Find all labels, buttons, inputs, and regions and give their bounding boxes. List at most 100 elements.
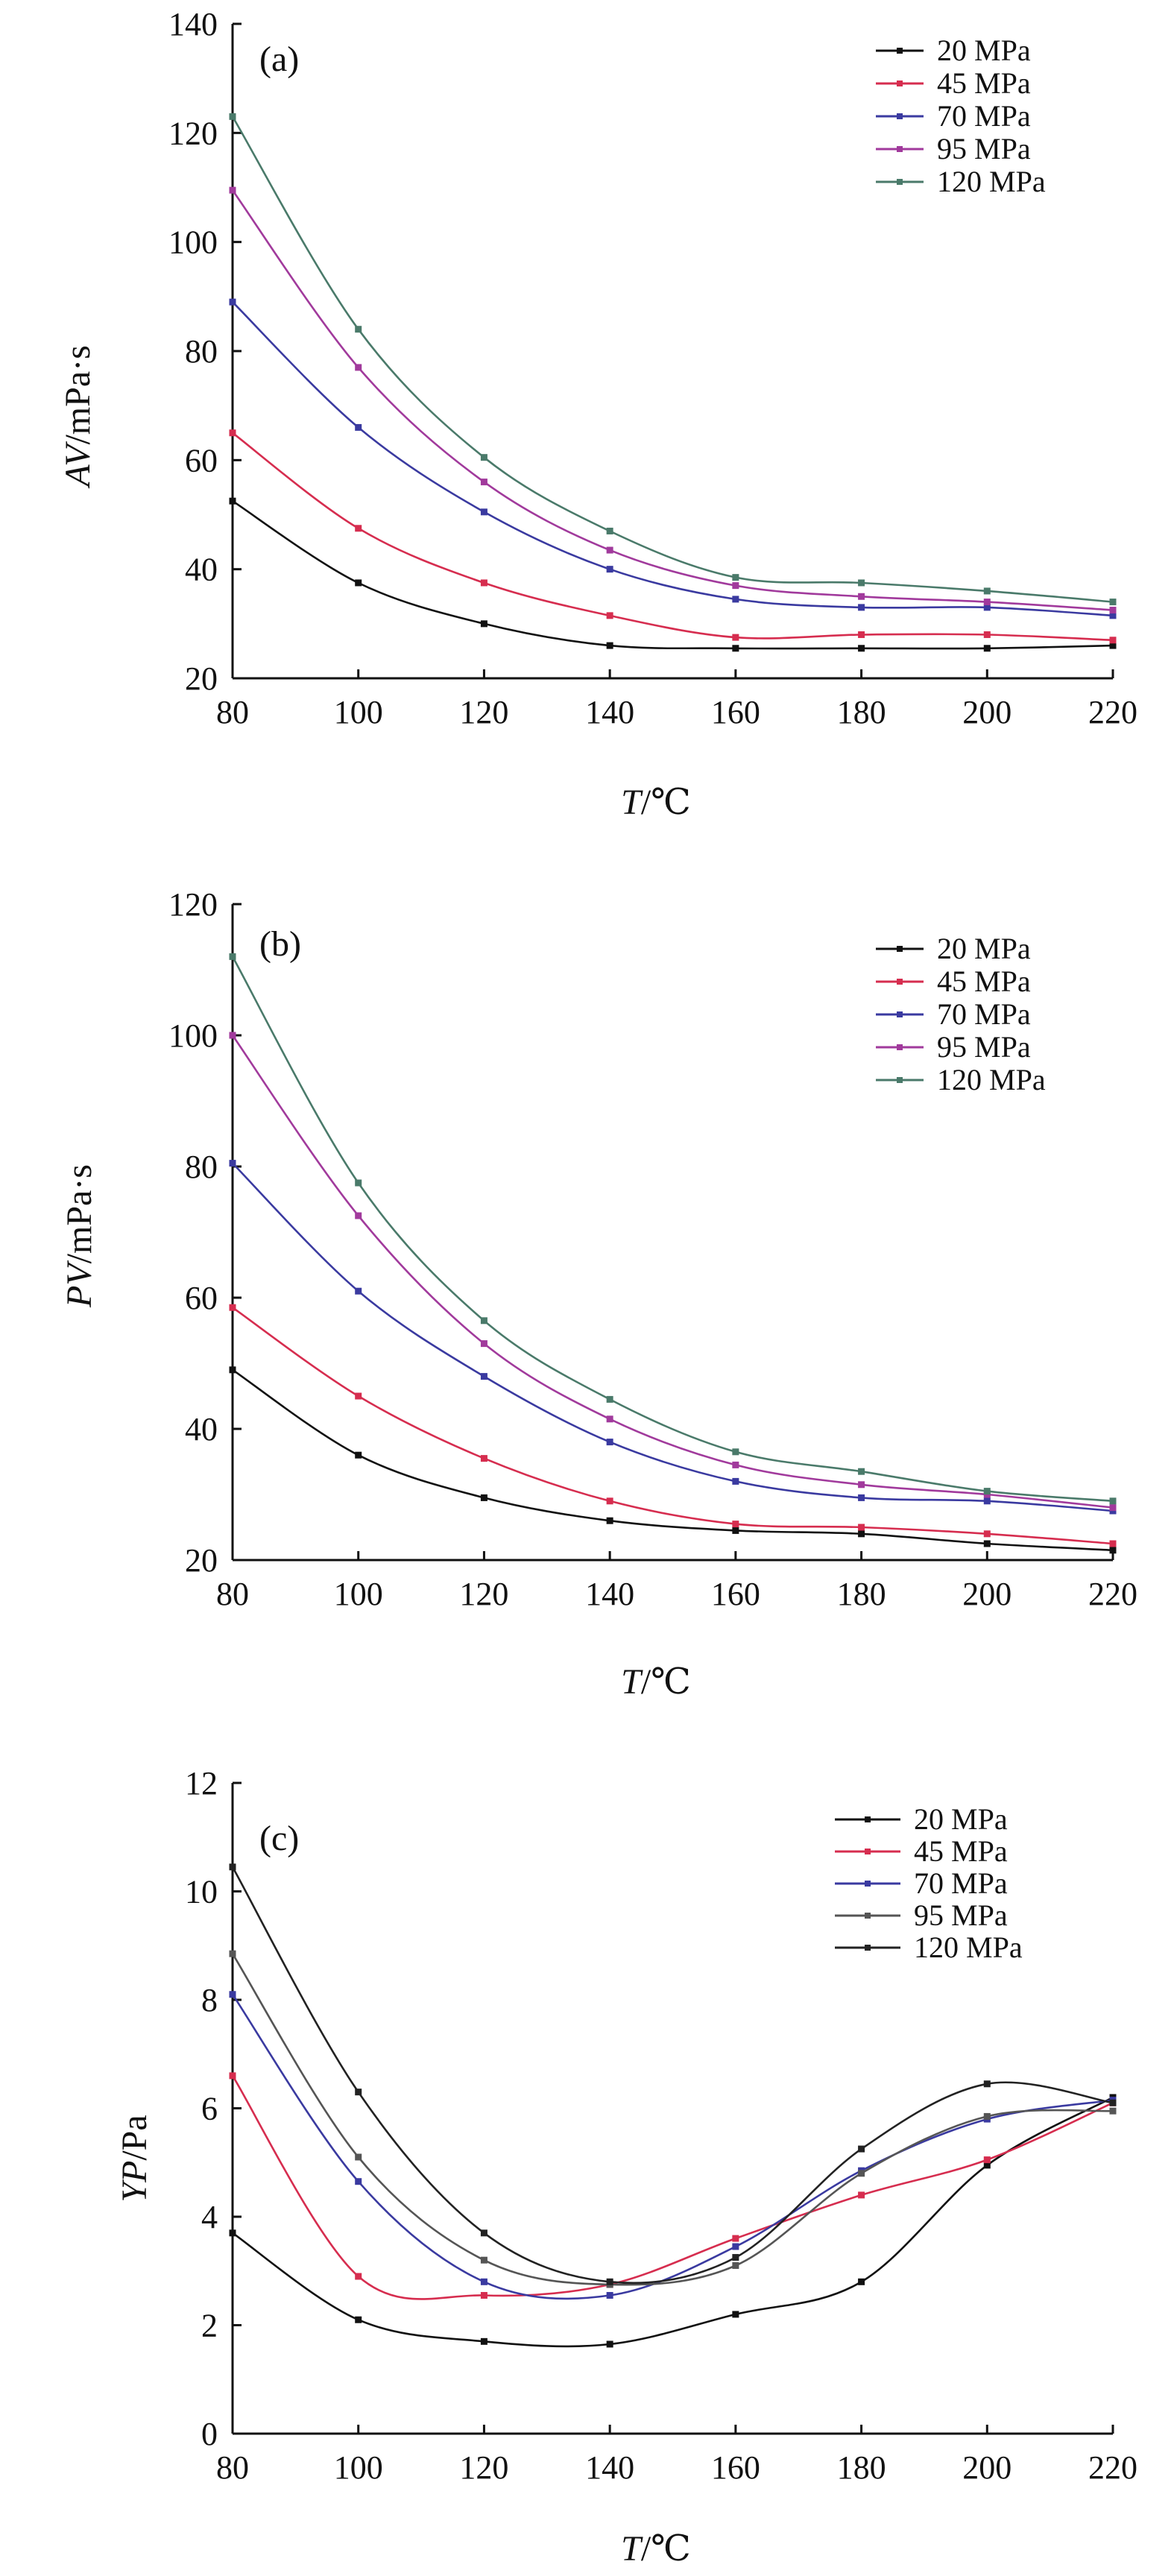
- x-tick-label: 220: [1088, 1576, 1137, 1612]
- data-point: [480, 1455, 487, 1462]
- data-point: [858, 604, 865, 611]
- y-axis-title-c: YP/Pa: [115, 2115, 154, 2202]
- data-point: [480, 454, 487, 461]
- data-point: [983, 2080, 991, 2088]
- legend-label: 95 MPa: [937, 132, 1031, 165]
- data-point: [355, 1179, 362, 1187]
- series-120-mpa: [229, 1863, 1117, 2285]
- legend-label: 45 MPa: [937, 965, 1031, 998]
- y-tick-label: 10: [185, 1874, 218, 1910]
- y-tick-label: 100: [168, 224, 218, 261]
- data-point: [732, 1477, 739, 1485]
- data-point: [858, 1494, 865, 1501]
- data-point: [480, 579, 487, 587]
- axes-c: 80 100 120 140 160 180 200 220 0 2 4 6 8 10 12: [185, 1765, 1137, 2486]
- series-45-mpa: [229, 429, 1117, 644]
- legend-marker: [897, 80, 903, 86]
- data-point: [606, 1395, 613, 1403]
- legend-label: 95 MPa: [937, 1030, 1031, 1064]
- data-point: [355, 423, 362, 431]
- x-tick-label: 180: [837, 2449, 886, 2486]
- y-tick-label: 4: [201, 2199, 218, 2235]
- legend-marker: [897, 146, 903, 152]
- data-point: [229, 2229, 236, 2237]
- legend-marker: [865, 1849, 871, 1854]
- data-point: [858, 1481, 865, 1489]
- data-point: [480, 620, 487, 628]
- data-point: [858, 2191, 865, 2199]
- data-point: [355, 1392, 362, 1400]
- data-point: [983, 2112, 991, 2120]
- data-point: [858, 1524, 865, 1531]
- data-point: [1109, 599, 1117, 606]
- data-point: [732, 596, 739, 603]
- data-point: [983, 645, 991, 652]
- data-point: [480, 1317, 487, 1325]
- x-tick-label: 80: [216, 1576, 249, 1612]
- x-tick-label: 200: [962, 2449, 1012, 2486]
- legend-label: 70 MPa: [937, 997, 1031, 1031]
- series-line: [231, 1953, 1114, 2286]
- series-line: [232, 301, 1114, 617]
- x-tick-label: 200: [962, 1576, 1012, 1612]
- y-axis-title-unit: /Pa: [115, 2115, 154, 2160]
- data-point: [1109, 1504, 1117, 1512]
- legend-label: 70 MPa: [937, 99, 1031, 133]
- panel-a: 80 100 120 140 160 180 200 220 20 40 60 80 100 120 140…: [58, 6, 1137, 822]
- data-point: [858, 1530, 865, 1538]
- legend-marker: [865, 1881, 871, 1887]
- data-point: [480, 479, 487, 486]
- legend-label: 20 MPa: [914, 1802, 1008, 1836]
- axes-a: 80 100 120 140 160 180 200 220 20 40 60 80 100 120 140: [168, 6, 1137, 730]
- data-point: [355, 326, 362, 333]
- x-axis-title-unit: /℃: [641, 783, 691, 822]
- data-point: [732, 1461, 739, 1468]
- legend-marker: [865, 1816, 871, 1822]
- data-point: [606, 1439, 613, 1446]
- data-point: [732, 2235, 739, 2242]
- series-group-a: [229, 113, 1117, 652]
- y-tick-label: 100: [168, 1017, 218, 1054]
- series-70-mpa: [229, 1991, 1117, 2300]
- data-point: [229, 1032, 236, 1039]
- series-line: [232, 500, 1114, 650]
- y-axis-title-unit: /mPa·s: [60, 1164, 99, 1263]
- data-point: [732, 1521, 739, 1528]
- legend-label: 70 MPa: [914, 1866, 1008, 1900]
- x-tick-label: 180: [837, 694, 886, 730]
- x-tick-label: 200: [962, 694, 1012, 730]
- y-tick-label: 140: [168, 6, 218, 42]
- x-axis-title-b: T/℃: [621, 1662, 691, 1702]
- y-axis-title-main: PV: [60, 1260, 99, 1308]
- data-point: [732, 574, 739, 581]
- legend-label: 120 MPa: [937, 165, 1046, 198]
- data-point: [858, 593, 865, 600]
- legend-label: 45 MPa: [914, 1834, 1008, 1868]
- x-tick-label: 220: [1088, 2449, 1137, 2486]
- data-point: [480, 2337, 487, 2345]
- data-point: [983, 2156, 991, 2164]
- legend-marker: [865, 1945, 871, 1951]
- series-70-mpa: [229, 1160, 1117, 1515]
- x-tick-label: 160: [711, 2449, 760, 2486]
- y-tick-label: 12: [185, 1765, 218, 1802]
- data-point: [1109, 2107, 1117, 2115]
- legend-marker: [897, 48, 903, 54]
- data-point: [1109, 637, 1117, 644]
- series-70-mpa: [229, 298, 1117, 619]
- y-axis-title-main: AV: [58, 441, 98, 489]
- series-group-b: [229, 953, 1117, 1554]
- legend-marker: [897, 946, 903, 952]
- data-point: [1109, 642, 1117, 649]
- data-point: [732, 2311, 739, 2318]
- x-tick-label: 80: [216, 2449, 249, 2486]
- y-tick-label: 40: [185, 1411, 218, 1448]
- series-120-mpa: [229, 113, 1117, 606]
- y-tick-label: 120: [168, 115, 218, 151]
- x-tick-label: 140: [585, 694, 634, 730]
- panel-tag-c: (c): [259, 1819, 299, 1858]
- data-point: [229, 497, 236, 505]
- legend-marker: [897, 1011, 903, 1017]
